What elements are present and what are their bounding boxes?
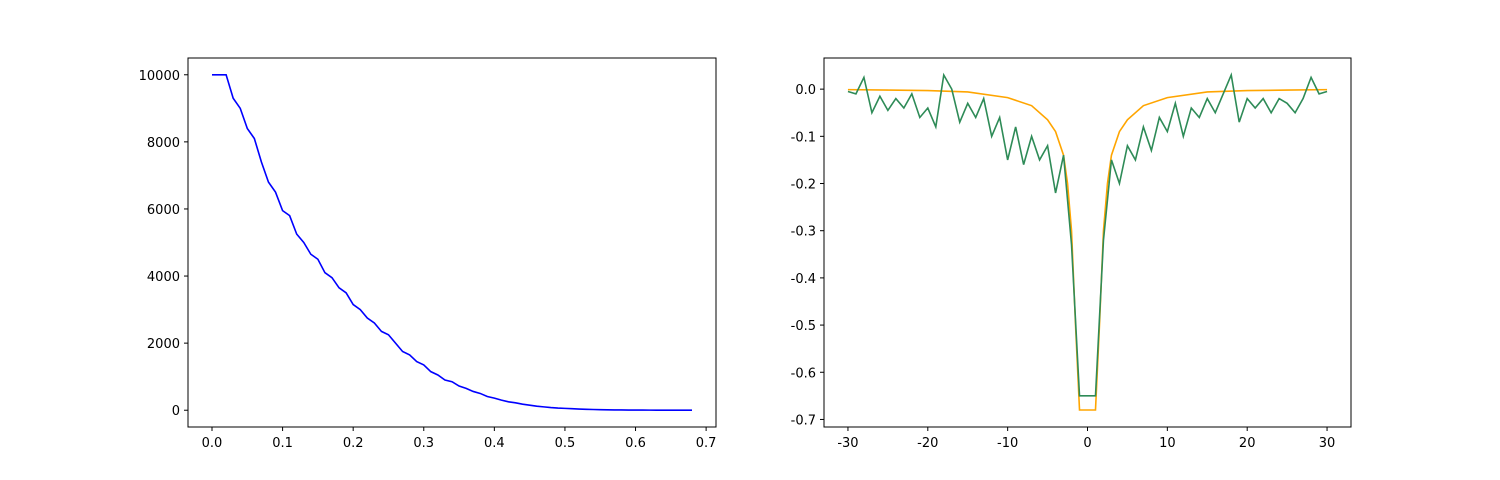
y-tick-label: -0.3 xyxy=(791,225,816,240)
y-tick-label: 4000 xyxy=(147,270,180,285)
x-tick-label: 30 xyxy=(1319,436,1336,451)
data-line xyxy=(847,72,1328,397)
y-tick-label: 10000 xyxy=(139,69,180,84)
x-tick-label: 10 xyxy=(1159,436,1176,451)
y-tick-label: -0.7 xyxy=(791,413,816,428)
x-tick-label: -30 xyxy=(837,436,858,451)
axes-frame xyxy=(823,57,1352,428)
x-tick-label: 0.2 xyxy=(343,436,364,451)
x-tick-label: 0.7 xyxy=(696,436,717,451)
x-tick-label: 0.3 xyxy=(413,436,434,451)
x-tick-label: 0.5 xyxy=(555,436,576,451)
y-tick-label: -0.6 xyxy=(791,366,816,381)
x-tick-label: -10 xyxy=(997,436,1018,451)
data-line xyxy=(212,73,693,412)
y-tick-label: -0.4 xyxy=(791,272,816,287)
y-tick-label: 0 xyxy=(172,404,180,419)
y-tick-label: -0.5 xyxy=(791,319,816,334)
y-tick-label: -0.1 xyxy=(791,130,816,145)
x-tick-label: 0.1 xyxy=(272,436,293,451)
x-tick-label: 0.4 xyxy=(484,436,505,451)
x-tick-label: 0.0 xyxy=(202,436,223,451)
x-tick-label: 20 xyxy=(1239,436,1256,451)
data-line xyxy=(847,88,1328,411)
axes-frame xyxy=(187,57,717,428)
y-tick-label: 6000 xyxy=(147,203,180,218)
y-tick-label: -0.2 xyxy=(791,178,816,193)
x-tick-label: -20 xyxy=(917,436,938,451)
y-tick-label: 0.0 xyxy=(795,83,816,98)
x-tick-label: 0 xyxy=(1083,436,1091,451)
y-tick-label: 8000 xyxy=(147,136,180,151)
x-tick-label: 0.6 xyxy=(625,436,646,451)
y-tick-label: 2000 xyxy=(147,337,180,352)
